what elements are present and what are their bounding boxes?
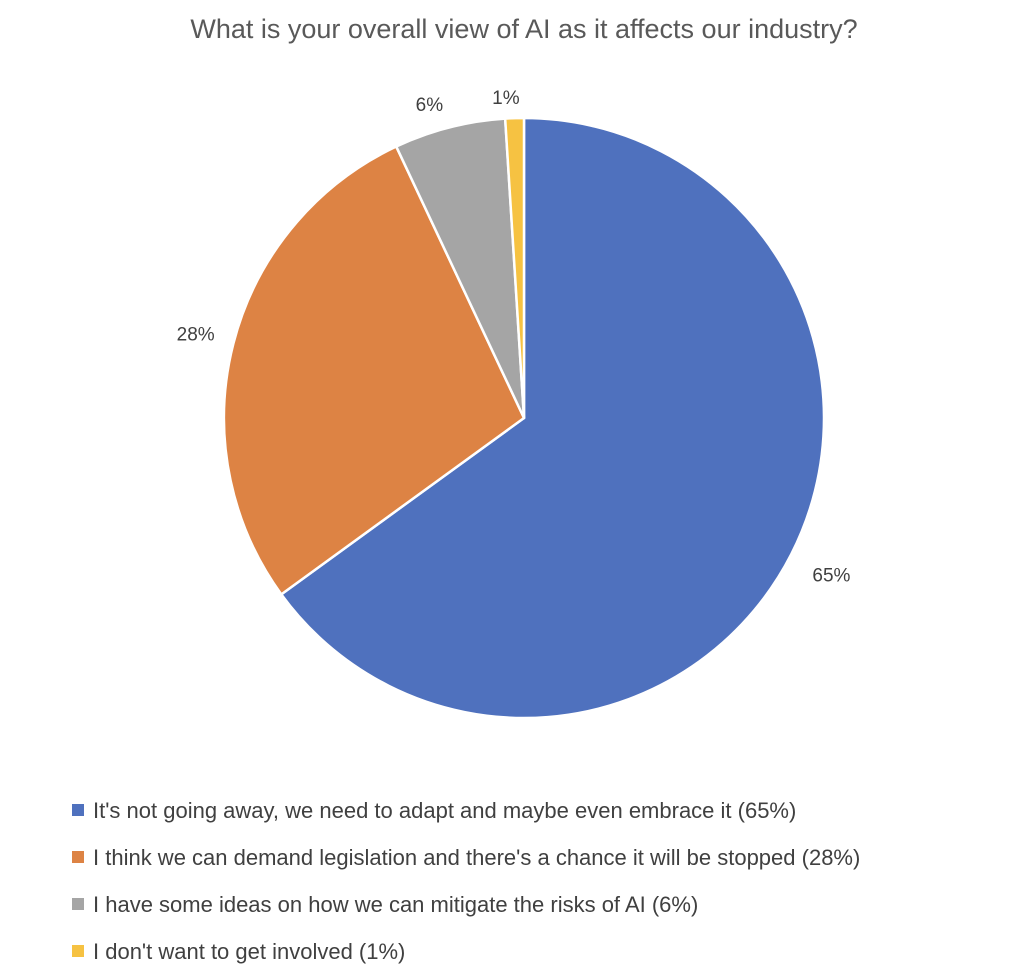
legend-entry-i-have-some-ideas-on-how-we-can-mitigate: I have some ideas on how we can mitigate… — [93, 892, 698, 917]
pie-slices — [222, 116, 826, 720]
pie-slice-i-don-t-want-to-get-involved-1 — [503, 116, 526, 420]
pie-slice-i-think-we-can-demand-legislation-and-th — [222, 145, 526, 596]
legend-entry-i-think-we-can-demand-legislation-and-th: I think we can demand legislation and th… — [93, 845, 860, 870]
legend-swatch-i-don-t-want-to-get-involved-1 — [72, 945, 84, 957]
legend: It's not going away, we need to adapt an… — [72, 798, 860, 964]
pie-slice-it-s-not-going-away-we-need-to-adapt-and — [280, 116, 826, 720]
data-label-it-s-not-going-away-we-need-to-adapt-and: 65% — [812, 566, 850, 587]
chart-title: What is your overall view of AI as it af… — [190, 14, 857, 44]
data-label-i-think-we-can-demand-legislation-and-th: 28% — [177, 325, 215, 346]
data-label-i-don-t-want-to-get-involved-1: 1% — [492, 88, 520, 109]
legend-swatch-it-s-not-going-away-we-need-to-adapt-and — [72, 804, 84, 816]
data-label-i-have-some-ideas-on-how-we-can-mitigate: 6% — [416, 95, 444, 116]
legend-entry-it-s-not-going-away-we-need-to-adapt-and: It's not going away, we need to adapt an… — [93, 798, 796, 823]
pie-slice-labels: 65% 28% 6% 1% — [177, 88, 851, 586]
legend-swatch-i-think-we-can-demand-legislation-and-th — [72, 851, 84, 863]
legend-entry-i-don-t-want-to-get-involved-1: I don't want to get involved (1%) — [93, 939, 405, 964]
legend-swatch-i-have-some-ideas-on-how-we-can-mitigate — [72, 898, 84, 910]
